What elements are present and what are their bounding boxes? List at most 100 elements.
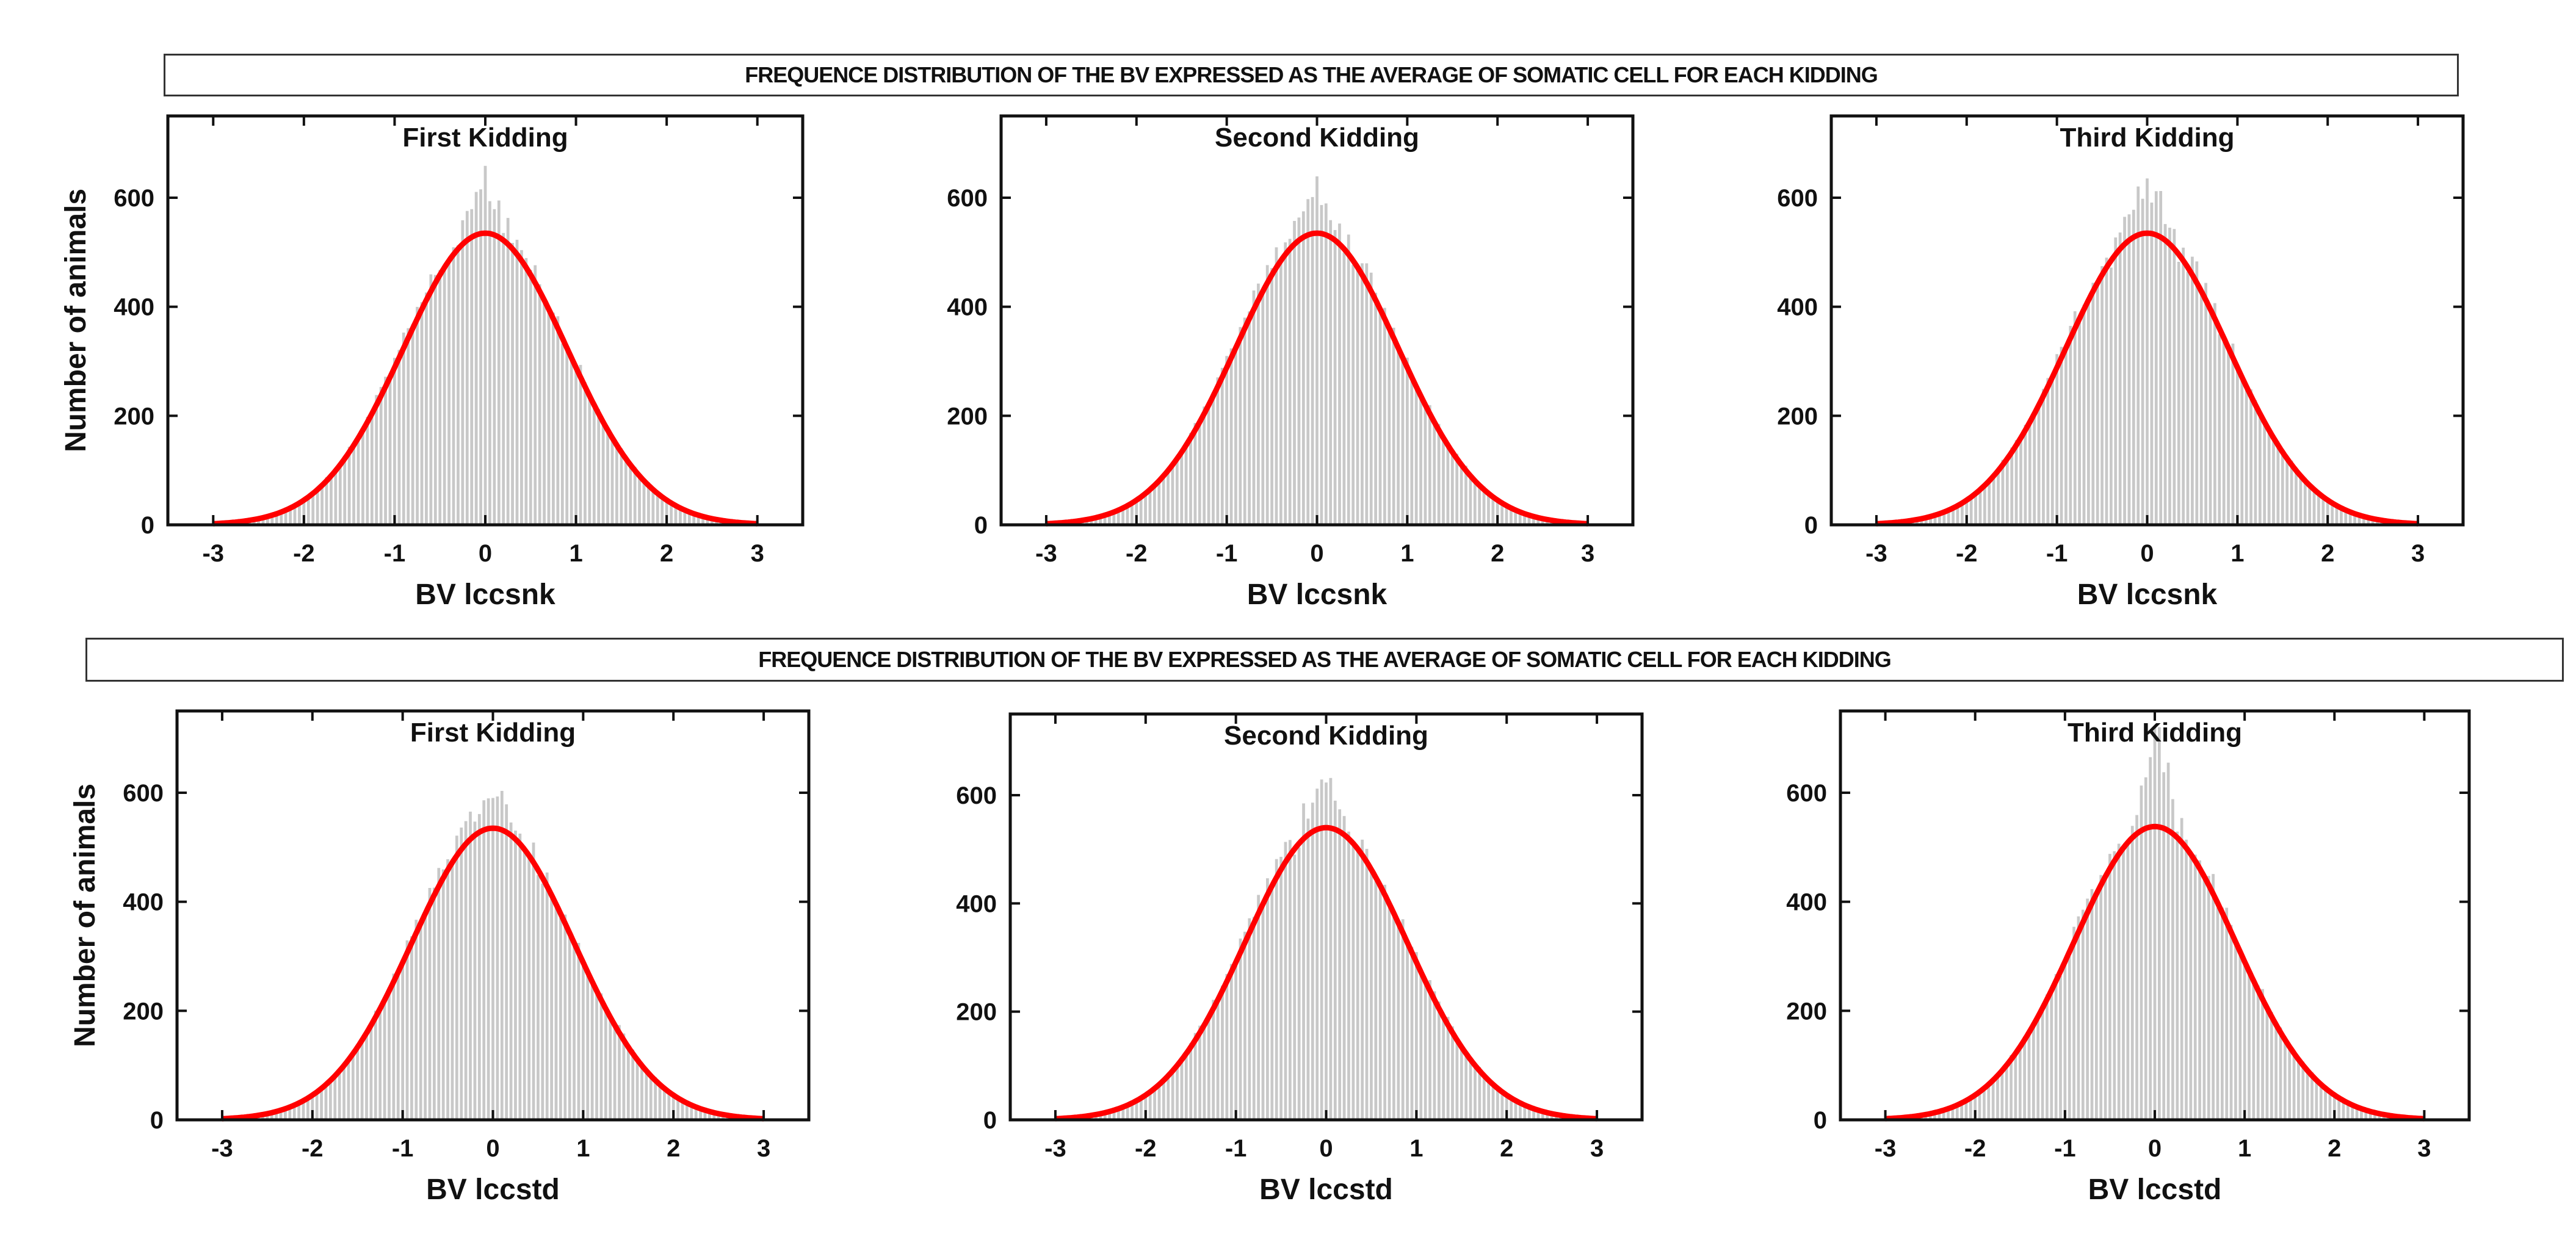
histogram-bar bbox=[1410, 381, 1414, 525]
histogram-bar bbox=[1392, 913, 1395, 1120]
histogram-bar bbox=[1265, 265, 1269, 525]
histogram-bar bbox=[1275, 859, 1278, 1120]
histogram-bar bbox=[1302, 803, 1305, 1120]
histogram-bar bbox=[2295, 471, 2298, 525]
histogram-bar bbox=[2213, 303, 2216, 525]
histogram-bar bbox=[261, 517, 265, 525]
x-tick-label: -1 bbox=[2054, 1135, 2076, 1162]
histogram-bar bbox=[2019, 439, 2022, 525]
histogram-bar bbox=[297, 1102, 300, 1120]
histogram-bar bbox=[1288, 239, 1292, 525]
histogram-bar bbox=[581, 959, 585, 1120]
histogram-bar bbox=[2135, 815, 2138, 1120]
histogram-bar bbox=[717, 1113, 720, 1120]
histogram-bar bbox=[424, 915, 427, 1120]
histogram-bar bbox=[1397, 348, 1400, 525]
histogram-bar bbox=[1405, 358, 1409, 525]
y-tick-label: 400 bbox=[947, 294, 988, 321]
histogram-bar bbox=[2177, 262, 2180, 525]
histogram-bar bbox=[1171, 1067, 1174, 1120]
histogram-bar bbox=[1207, 407, 1210, 525]
histogram-bar bbox=[505, 804, 508, 1120]
x-tick-label: 1 bbox=[576, 1135, 590, 1162]
histogram-bar bbox=[2240, 380, 2244, 525]
histogram-bar bbox=[2221, 907, 2224, 1120]
histogram-bar bbox=[2081, 909, 2085, 1120]
histogram-bar bbox=[2000, 1071, 2004, 1120]
chart-title: Third Kidding bbox=[2060, 123, 2235, 153]
histogram-bar bbox=[1099, 1113, 1102, 1120]
histogram-bar bbox=[1103, 1113, 1107, 1120]
histogram-bars bbox=[211, 165, 759, 525]
histogram-bar bbox=[1342, 816, 1346, 1120]
histogram-bar bbox=[474, 192, 478, 525]
histogram-bar bbox=[2146, 178, 2149, 525]
histogram-bar bbox=[554, 906, 558, 1120]
histogram-bar bbox=[1229, 348, 1233, 525]
histogram-bar bbox=[493, 209, 496, 525]
x-axis-label: BV lccstd bbox=[2088, 1174, 2222, 1206]
histogram-bar bbox=[1482, 486, 1486, 525]
histogram-bar bbox=[1933, 1112, 1936, 1120]
histogram-bar bbox=[635, 1056, 639, 1120]
histogram-bar bbox=[397, 350, 401, 525]
histogram-bar bbox=[1947, 1108, 1950, 1120]
histogram-bar bbox=[1220, 367, 1224, 525]
histogram-bar bbox=[701, 516, 704, 525]
histogram-bar bbox=[1428, 980, 1431, 1120]
histogram-bar bbox=[1929, 516, 1933, 525]
histogram-bar bbox=[2245, 383, 2248, 525]
histogram-bar bbox=[1126, 1103, 1129, 1120]
histogram-bar bbox=[469, 811, 472, 1120]
histogram-bar bbox=[579, 364, 582, 525]
histogram-bar bbox=[1248, 311, 1251, 525]
histogram-bar bbox=[425, 292, 428, 525]
chart-1: -3 -2 -1 0 1 2 3 0 200 400 600 First Kidding BV lccs… bbox=[60, 114, 805, 611]
histogram-bar bbox=[2348, 512, 2352, 525]
histogram-bar bbox=[2297, 1059, 2300, 1120]
histogram-bar bbox=[2041, 1008, 2044, 1120]
histogram-bar bbox=[1131, 1102, 1134, 1120]
x-tick-label: 1 bbox=[2230, 540, 2244, 567]
histogram-bar bbox=[1446, 444, 1450, 525]
histogram-bar bbox=[2173, 229, 2176, 525]
histogram-bar bbox=[1221, 985, 1224, 1120]
histogram-bar bbox=[2249, 389, 2252, 525]
histogram-bar bbox=[2353, 513, 2356, 525]
histogram-bar bbox=[518, 833, 522, 1120]
histogram-bar bbox=[2182, 247, 2185, 525]
histogram-bar bbox=[1189, 433, 1192, 525]
histogram-bar bbox=[2113, 851, 2116, 1120]
histogram-bar bbox=[2371, 518, 2375, 525]
histogram-bar bbox=[330, 475, 333, 525]
histogram-bar bbox=[2288, 1047, 2292, 1120]
histogram-bar bbox=[2018, 1047, 2022, 1120]
histogram-bar bbox=[2023, 1036, 2026, 1120]
normal-fit-curve bbox=[1884, 823, 2425, 1122]
histogram-bar bbox=[270, 1112, 273, 1120]
histogram-bar bbox=[1351, 842, 1355, 1120]
x-tick-label: -3 bbox=[1044, 1135, 1066, 1162]
histogram-bar bbox=[1108, 1111, 1112, 1120]
histogram-bar bbox=[2037, 405, 2041, 525]
histogram-bar bbox=[1414, 383, 1418, 525]
histogram-bar bbox=[1148, 1092, 1152, 1120]
histogram-bar bbox=[1496, 499, 1499, 525]
histogram-bar bbox=[2360, 1108, 2363, 1120]
histogram-bar bbox=[1450, 449, 1454, 525]
histogram-bar bbox=[1193, 423, 1197, 525]
histogram-bar bbox=[631, 1049, 635, 1120]
histogram-bar bbox=[464, 821, 468, 1120]
histogram-bar bbox=[1356, 264, 1359, 525]
histogram-bar bbox=[457, 245, 460, 525]
histogram-bar bbox=[2185, 839, 2188, 1120]
histogram-bar bbox=[547, 307, 551, 525]
histogram-bar bbox=[1157, 1083, 1161, 1120]
histogram-bar bbox=[1189, 1043, 1193, 1120]
histogram-bar bbox=[1320, 779, 1323, 1120]
histogram-bar bbox=[1176, 1064, 1179, 1120]
histogram-bar bbox=[2195, 261, 2199, 525]
histogram-bar bbox=[609, 1015, 612, 1120]
x-tick-label: 2 bbox=[667, 1135, 680, 1162]
